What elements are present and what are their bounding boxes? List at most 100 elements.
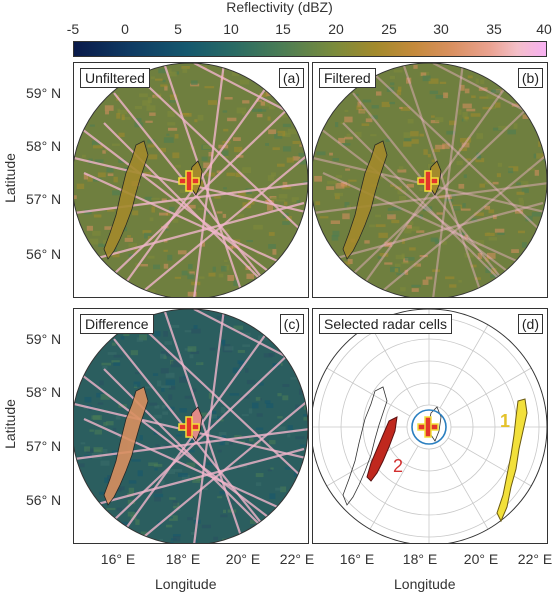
- reflectivity-speckle: [364, 240, 370, 244]
- reflectivity-speckle: [488, 209, 495, 214]
- reflectivity-speckle: [413, 64, 418, 69]
- reflectivity-speckle: [275, 199, 286, 202]
- reflectivity-speckle: [169, 206, 175, 213]
- reflectivity-speckle: [152, 487, 163, 494]
- reflectivity-speckle: [160, 84, 168, 87]
- reflectivity-speckle: [187, 346, 197, 352]
- reflectivity-speckle: [400, 106, 411, 111]
- reflectivity-speckle: [152, 373, 159, 376]
- reflectivity-speckle: [492, 181, 499, 185]
- reflectivity-speckle: [237, 191, 247, 197]
- reflectivity-speckle: [137, 470, 143, 477]
- reflectivity-speckle: [150, 76, 155, 80]
- reflectivity-speckle: [144, 196, 153, 201]
- reflectivity-speckle: [344, 201, 350, 208]
- reflectivity-speckle: [74, 195, 77, 199]
- reflectivity-speckle: [191, 328, 201, 334]
- reflectivity-speckle: [233, 137, 241, 141]
- reflectivity-speckle: [516, 182, 523, 185]
- reflectivity-speckle: [84, 446, 91, 452]
- reflectivity-speckle: [147, 144, 155, 148]
- polar-spoke: [439, 445, 489, 530]
- reflectivity-speckle: [436, 212, 443, 215]
- reflectivity-speckle: [398, 86, 402, 92]
- reflectivity-speckle: [173, 536, 181, 542]
- reflectivity-speckle: [511, 103, 522, 107]
- reflectivity-speckle: [124, 237, 133, 242]
- reflectivity-speckle: [235, 155, 244, 158]
- reflectivity-speckle: [164, 68, 172, 73]
- reflectivity-speckle: [460, 208, 471, 211]
- reflectivity-speckle: [464, 234, 468, 240]
- reflectivity-speckle: [201, 156, 208, 161]
- reflectivity-speckle: [412, 263, 418, 268]
- reflectivity-speckle: [161, 385, 171, 388]
- reflectivity-speckle: [246, 240, 253, 243]
- reflectivity-speckle: [476, 155, 482, 160]
- reflectivity-speckle: [516, 191, 525, 195]
- reflectivity-speckle: [106, 507, 116, 511]
- reflectivity-speckle: [87, 176, 93, 182]
- reflectivity-speckle: [280, 486, 287, 493]
- colorbar-tick: 15: [275, 21, 291, 37]
- reflectivity-speckle: [519, 200, 525, 206]
- colorbar-tick: 35: [486, 21, 502, 37]
- reflectivity-speckle: [127, 511, 136, 517]
- reflectivity-speckle: [470, 113, 481, 117]
- reflectivity-speckle: [154, 497, 161, 502]
- reflectivity-speckle: [391, 219, 400, 224]
- reflectivity-speckle: [219, 491, 227, 495]
- reflectivity-speckle: [128, 487, 135, 494]
- reflectivity-speckle: [255, 397, 261, 401]
- reflectivity-speckle: [331, 235, 339, 241]
- reflectivity-speckle: [195, 362, 204, 366]
- reflectivity-speckle: [435, 117, 444, 123]
- reflectivity-speckle: [86, 225, 93, 231]
- reflectivity-speckle: [89, 429, 94, 432]
- reflectivity-speckle: [116, 507, 122, 512]
- reflectivity-speckle: [165, 524, 173, 528]
- reflectivity-speckle: [474, 212, 484, 216]
- reflectivity-speckle: [120, 486, 125, 491]
- reflectivity-speckle: [78, 463, 85, 468]
- reflectivity-speckle: [260, 101, 266, 106]
- reflectivity-speckle: [292, 140, 303, 145]
- reflectivity-speckle: [476, 133, 484, 139]
- clutter-streak: [192, 309, 226, 543]
- reflectivity-speckle: [405, 257, 415, 261]
- reflectivity-speckle: [282, 146, 292, 152]
- reflectivity-speckle: [89, 124, 95, 127]
- reflectivity-speckle: [282, 395, 289, 401]
- reflectivity-speckle: [142, 100, 151, 106]
- reflectivity-speckle: [442, 143, 450, 149]
- clutter-streak: [431, 63, 465, 297]
- reflectivity-speckle: [370, 195, 380, 200]
- reflectivity-speckle: [94, 159, 104, 163]
- coastline: [342, 386, 388, 506]
- lon-tick: 22° E: [517, 551, 553, 567]
- x-axis-label: Longitude: [394, 576, 456, 592]
- reflectivity-speckle: [369, 224, 376, 228]
- reflectivity-speckle: [153, 463, 163, 467]
- reflectivity-speckle: [271, 172, 276, 177]
- reflectivity-speckle: [139, 334, 147, 341]
- reflectivity-speckle: [346, 133, 351, 138]
- reflectivity-speckle: [259, 93, 268, 98]
- polar-spoke: [447, 437, 532, 487]
- reflectivity-speckle: [228, 245, 234, 250]
- colorbar-tick: 40: [536, 21, 552, 37]
- reflectivity-speckle: [386, 86, 395, 92]
- reflectivity-speckle: [435, 94, 444, 99]
- reflectivity-speckle: [167, 254, 173, 261]
- reflectivity-speckle: [146, 105, 156, 111]
- reflectivity-speckle: [221, 339, 226, 345]
- reflectivity-speckle: [486, 94, 497, 99]
- reflectivity-speckle: [242, 100, 250, 104]
- reflectivity-speckle: [356, 105, 362, 110]
- reflectivity-speckle: [295, 436, 305, 440]
- reflectivity-speckle: [222, 213, 227, 218]
- reflectivity-speckle: [237, 360, 245, 364]
- clutter-streak: [133, 398, 308, 543]
- reflectivity-speckle: [471, 95, 476, 99]
- clutter-streak: [74, 181, 308, 215]
